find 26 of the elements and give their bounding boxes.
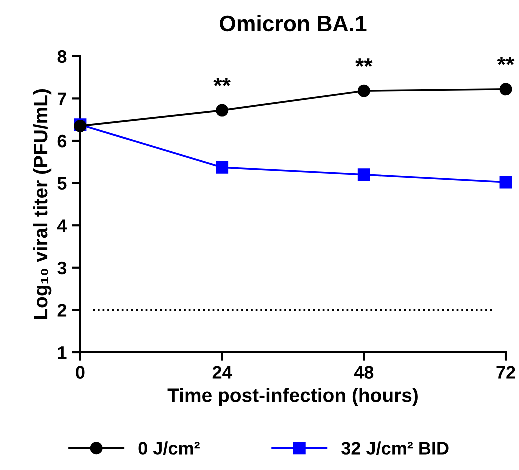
point <box>358 168 370 182</box>
point <box>216 161 229 174</box>
y-tick-label: 2 <box>58 304 67 317</box>
x-tick-label: 48 <box>354 366 374 379</box>
point <box>358 84 370 98</box>
annotation: ** <box>356 58 373 67</box>
y-tick-label: 6 <box>58 134 67 148</box>
point <box>500 83 512 96</box>
x-tick-label: 24 <box>212 366 232 379</box>
y-axis-title: Log₁₀ viral titer (PFU/mL) <box>33 90 52 320</box>
annotation: ** <box>214 78 231 86</box>
chart-title: Omicron BA.1 <box>220 15 367 32</box>
y-tick-label: 5 <box>58 177 67 190</box>
x-tick-label: 0 <box>76 366 85 379</box>
x-tick-label: 72 <box>496 366 516 379</box>
y-tick-label: 8 <box>58 50 67 64</box>
point <box>216 104 229 117</box>
y-tick-label: 1 <box>58 346 67 360</box>
annotation: ** <box>497 56 515 66</box>
x-axis-title: Time post-infection (hours) <box>168 388 418 406</box>
legend-label: 32 J/cm² BID <box>342 442 449 456</box>
point <box>500 176 512 189</box>
y-tick-label: 3 <box>58 262 67 275</box>
legend-label: 0 J/cm² <box>138 442 200 456</box>
y-tick-label: 4 <box>57 220 68 232</box>
y-tick-label: 7 <box>58 92 66 106</box>
